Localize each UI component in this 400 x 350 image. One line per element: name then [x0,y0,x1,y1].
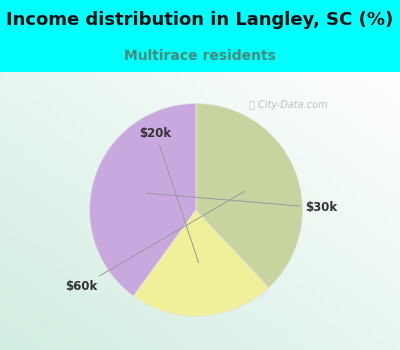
Wedge shape [90,104,196,296]
Text: $30k: $30k [146,193,338,214]
Text: Income distribution in Langley, SC (%): Income distribution in Langley, SC (%) [6,11,394,29]
Text: $20k: $20k [140,127,198,262]
Wedge shape [196,104,302,288]
Text: ⛲ City-Data.com: ⛲ City-Data.com [249,100,327,110]
Text: Multirace residents: Multirace residents [124,49,276,63]
Text: $60k: $60k [65,191,245,293]
Wedge shape [134,210,269,316]
